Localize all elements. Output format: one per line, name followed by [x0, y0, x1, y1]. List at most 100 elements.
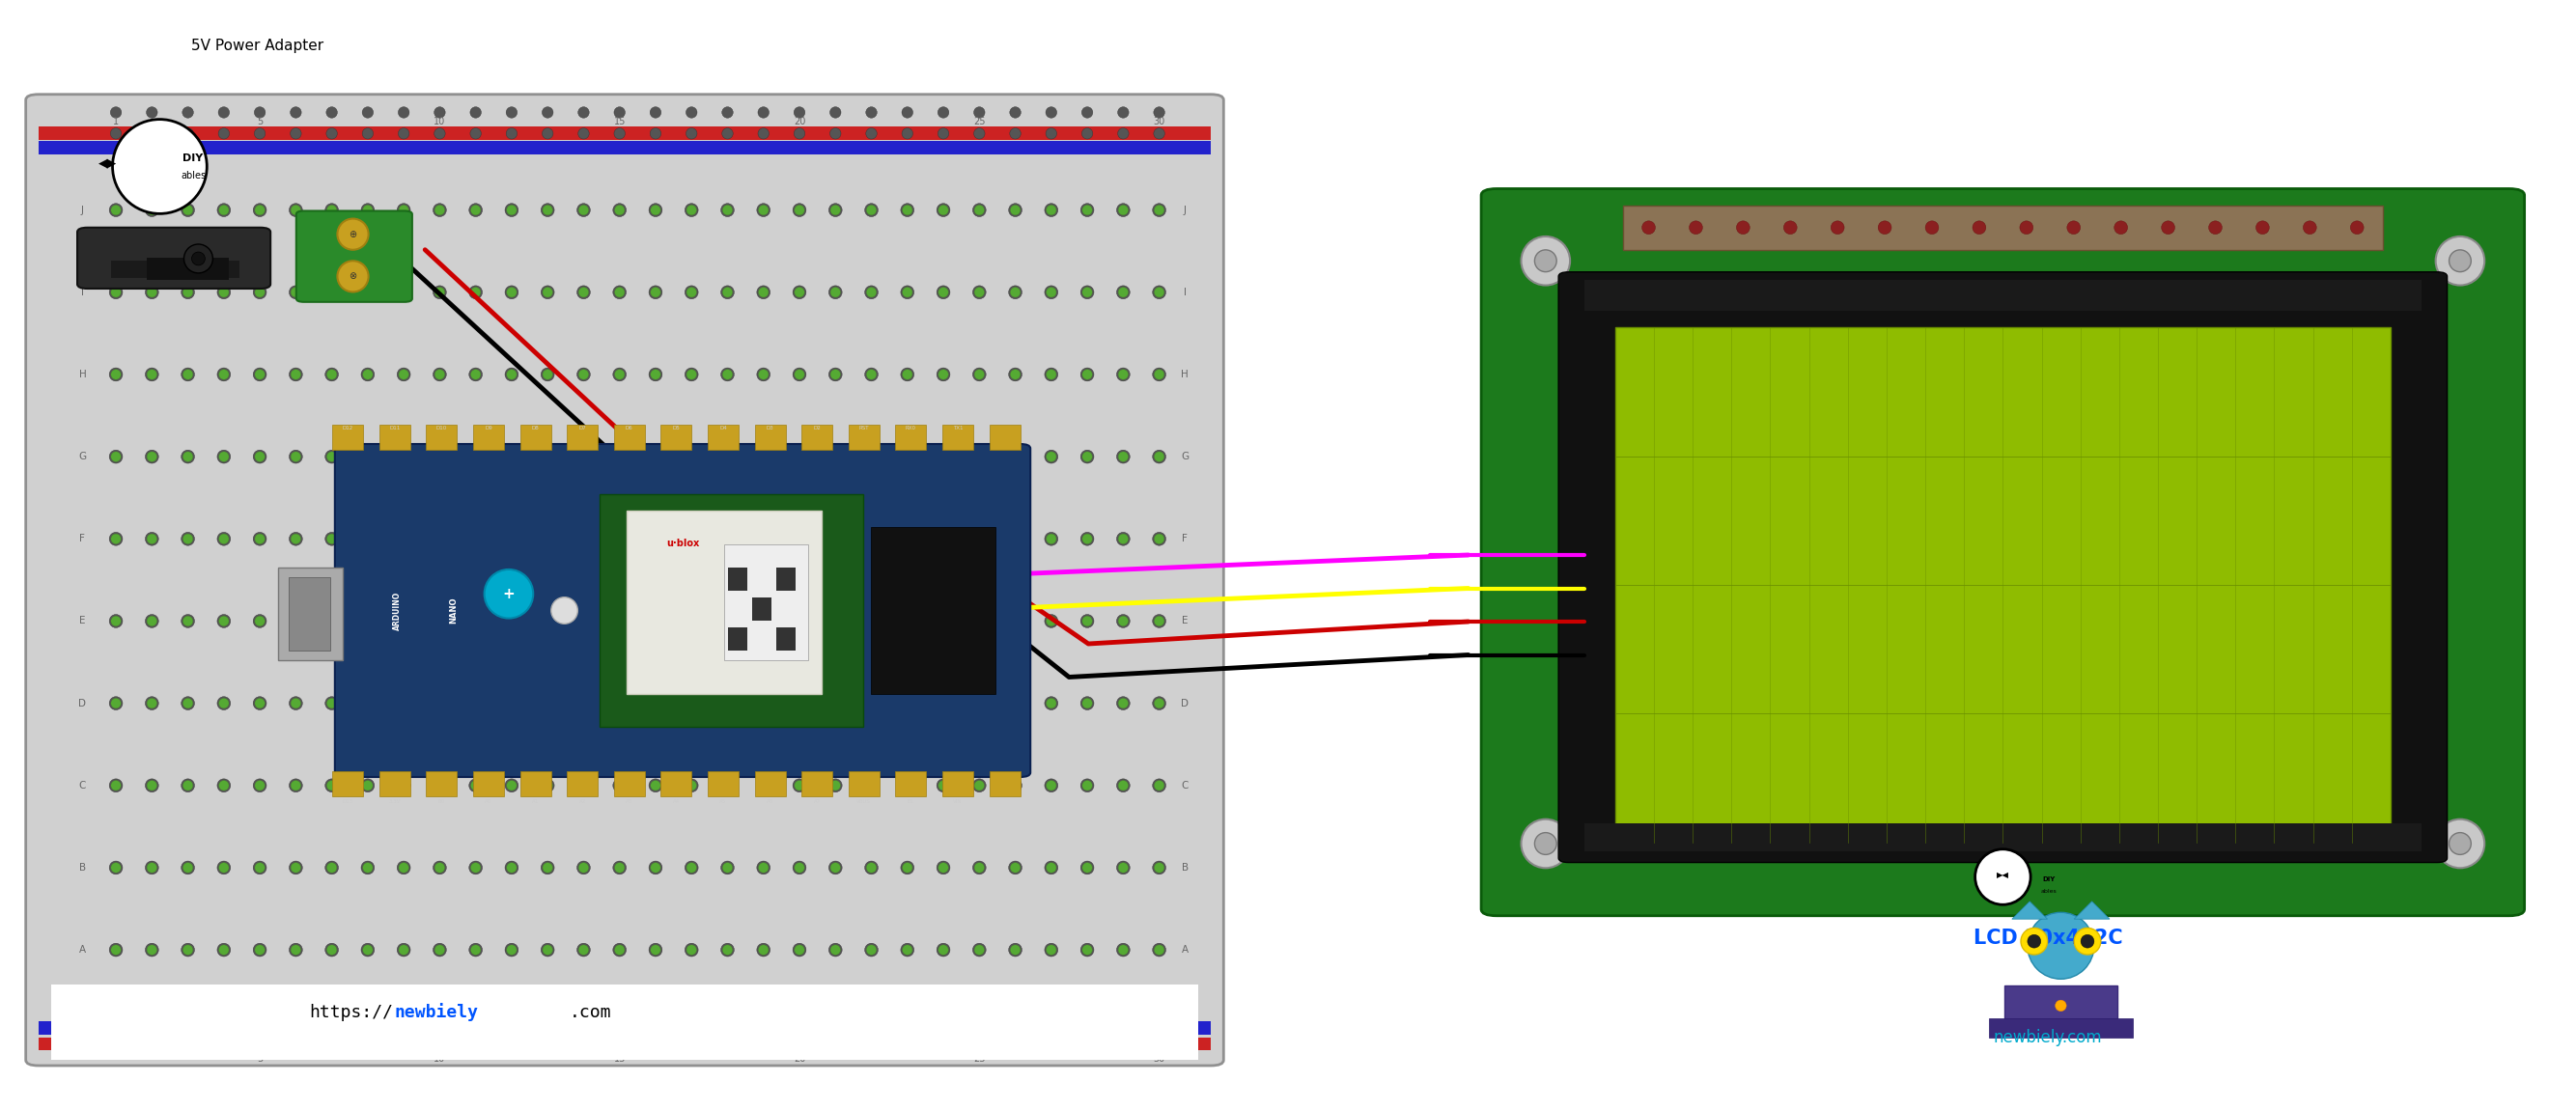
- Ellipse shape: [616, 534, 623, 544]
- Polygon shape: [2012, 901, 2048, 919]
- Ellipse shape: [255, 128, 265, 139]
- Ellipse shape: [219, 945, 229, 955]
- Ellipse shape: [505, 285, 518, 299]
- Ellipse shape: [757, 615, 770, 628]
- Ellipse shape: [505, 697, 518, 710]
- Ellipse shape: [469, 107, 482, 118]
- Ellipse shape: [183, 1018, 193, 1029]
- Ellipse shape: [902, 1018, 912, 1029]
- Ellipse shape: [216, 367, 229, 381]
- Ellipse shape: [183, 534, 193, 544]
- Ellipse shape: [793, 287, 804, 297]
- Ellipse shape: [507, 287, 518, 297]
- Ellipse shape: [469, 532, 482, 545]
- Bar: [2004, 986, 2117, 1021]
- Ellipse shape: [829, 532, 842, 545]
- Ellipse shape: [902, 944, 914, 957]
- Ellipse shape: [616, 370, 623, 380]
- Ellipse shape: [1010, 128, 1020, 139]
- Ellipse shape: [1046, 1018, 1056, 1029]
- Ellipse shape: [1079, 697, 1095, 710]
- Ellipse shape: [649, 1018, 662, 1029]
- Ellipse shape: [399, 205, 410, 215]
- Ellipse shape: [1118, 452, 1128, 462]
- Text: NANO: NANO: [448, 597, 459, 624]
- Ellipse shape: [144, 203, 160, 216]
- Ellipse shape: [613, 779, 626, 793]
- Ellipse shape: [147, 287, 157, 297]
- FancyBboxPatch shape: [1481, 189, 2524, 916]
- Ellipse shape: [974, 698, 984, 708]
- Ellipse shape: [938, 944, 951, 957]
- Text: I: I: [80, 287, 85, 297]
- Bar: [600, 494, 863, 727]
- Bar: [52, 985, 1198, 1060]
- Ellipse shape: [108, 450, 124, 463]
- Ellipse shape: [829, 370, 840, 380]
- Text: 10: 10: [433, 117, 446, 127]
- Ellipse shape: [435, 698, 446, 708]
- Ellipse shape: [1151, 615, 1167, 628]
- Ellipse shape: [180, 944, 196, 957]
- Text: F: F: [80, 534, 85, 544]
- Ellipse shape: [144, 944, 160, 957]
- Ellipse shape: [1010, 616, 1020, 626]
- Ellipse shape: [902, 534, 912, 544]
- Text: D7: D7: [580, 426, 587, 431]
- Bar: [520, 425, 551, 450]
- Ellipse shape: [829, 780, 840, 790]
- Ellipse shape: [2115, 221, 2128, 234]
- Ellipse shape: [938, 616, 948, 626]
- Bar: [474, 771, 505, 796]
- Ellipse shape: [580, 862, 587, 872]
- Ellipse shape: [1151, 450, 1167, 463]
- Ellipse shape: [938, 698, 948, 708]
- Ellipse shape: [866, 370, 876, 380]
- Ellipse shape: [613, 128, 626, 139]
- Ellipse shape: [1010, 862, 1020, 872]
- Ellipse shape: [685, 1039, 698, 1050]
- Bar: [729, 567, 747, 591]
- Ellipse shape: [435, 862, 446, 872]
- Ellipse shape: [866, 616, 876, 626]
- Ellipse shape: [507, 698, 518, 708]
- Ellipse shape: [1046, 780, 1056, 790]
- Text: D11: D11: [389, 426, 399, 431]
- Ellipse shape: [1010, 615, 1023, 628]
- Ellipse shape: [180, 367, 196, 381]
- Text: D9: D9: [484, 426, 492, 431]
- Ellipse shape: [435, 128, 446, 139]
- Ellipse shape: [757, 128, 770, 139]
- Ellipse shape: [1118, 107, 1128, 118]
- Ellipse shape: [1118, 862, 1128, 872]
- Ellipse shape: [938, 532, 951, 545]
- Text: J: J: [80, 205, 85, 215]
- Ellipse shape: [183, 287, 193, 297]
- Ellipse shape: [1154, 452, 1164, 462]
- Ellipse shape: [435, 945, 446, 955]
- Text: B0: B0: [438, 799, 446, 804]
- Text: ⊕: ⊕: [348, 230, 358, 239]
- Ellipse shape: [829, 1018, 840, 1029]
- Ellipse shape: [435, 1039, 446, 1050]
- Ellipse shape: [577, 367, 590, 381]
- Ellipse shape: [757, 370, 768, 380]
- Ellipse shape: [685, 1018, 698, 1029]
- Ellipse shape: [757, 779, 770, 793]
- Ellipse shape: [1010, 1018, 1020, 1029]
- Ellipse shape: [219, 698, 229, 708]
- Ellipse shape: [544, 945, 554, 955]
- Ellipse shape: [397, 532, 410, 545]
- Ellipse shape: [866, 698, 876, 708]
- Ellipse shape: [974, 780, 984, 790]
- Ellipse shape: [433, 367, 446, 381]
- Ellipse shape: [1010, 780, 1020, 790]
- Ellipse shape: [327, 534, 337, 544]
- Ellipse shape: [469, 615, 482, 628]
- Ellipse shape: [829, 107, 840, 118]
- Ellipse shape: [2303, 221, 2316, 234]
- Ellipse shape: [1154, 1039, 1164, 1050]
- Bar: [848, 771, 878, 796]
- Ellipse shape: [577, 532, 590, 545]
- Text: https://: https://: [309, 1003, 394, 1021]
